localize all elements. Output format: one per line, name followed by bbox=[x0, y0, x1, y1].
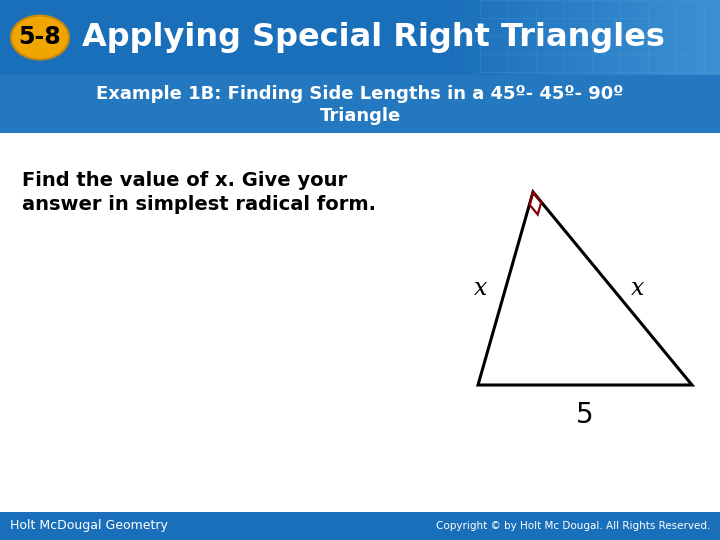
Bar bbox=[580, 0, 587, 75]
Bar bbox=[657, 0, 664, 75]
Bar bbox=[587, 0, 594, 75]
Bar bbox=[468, 0, 475, 75]
Bar bbox=[671, 0, 678, 75]
Text: answer in simplest radical form.: answer in simplest radical form. bbox=[22, 195, 376, 214]
Bar bbox=[496, 0, 503, 75]
Bar bbox=[615, 0, 622, 75]
Bar bbox=[685, 0, 692, 75]
Bar bbox=[545, 0, 552, 75]
Bar bbox=[552, 0, 559, 75]
Text: 5: 5 bbox=[576, 401, 594, 429]
Text: Find the value of x. Give your: Find the value of x. Give your bbox=[22, 172, 347, 191]
Bar bbox=[489, 0, 496, 75]
Bar bbox=[0, 75, 720, 133]
Bar bbox=[664, 0, 671, 75]
Bar bbox=[454, 0, 461, 75]
Bar bbox=[0, 0, 720, 75]
Bar bbox=[447, 0, 454, 75]
Bar bbox=[678, 0, 685, 75]
Bar bbox=[0, 133, 720, 512]
Bar bbox=[566, 0, 573, 75]
Bar bbox=[0, 512, 720, 540]
Text: x: x bbox=[474, 277, 487, 300]
Bar bbox=[650, 0, 657, 75]
Text: Copyright © by Holt Mc Dougal. All Rights Reserved.: Copyright © by Holt Mc Dougal. All Right… bbox=[436, 521, 710, 531]
Ellipse shape bbox=[11, 16, 69, 59]
Text: Applying Special Right Triangles: Applying Special Right Triangles bbox=[82, 22, 665, 53]
Bar bbox=[482, 0, 489, 75]
Bar bbox=[475, 0, 482, 75]
Text: x: x bbox=[631, 277, 644, 300]
Bar bbox=[699, 0, 706, 75]
Bar bbox=[510, 0, 517, 75]
Bar bbox=[517, 0, 524, 75]
Bar bbox=[629, 0, 636, 75]
Bar bbox=[608, 0, 615, 75]
Bar bbox=[692, 0, 699, 75]
Text: Example 1B: Finding Side Lengths in a 45º- 45º- 90º: Example 1B: Finding Side Lengths in a 45… bbox=[96, 85, 624, 103]
Text: Triangle: Triangle bbox=[320, 107, 400, 125]
Bar bbox=[622, 0, 629, 75]
Bar bbox=[503, 0, 510, 75]
Bar bbox=[706, 0, 713, 75]
Bar bbox=[531, 0, 538, 75]
Bar bbox=[538, 0, 545, 75]
Bar bbox=[636, 0, 643, 75]
Bar bbox=[643, 0, 650, 75]
Bar bbox=[573, 0, 580, 75]
Bar bbox=[713, 0, 720, 75]
Text: Holt McDougal Geometry: Holt McDougal Geometry bbox=[10, 519, 168, 532]
Bar bbox=[559, 0, 566, 75]
Bar bbox=[461, 0, 468, 75]
Text: 5-8: 5-8 bbox=[19, 25, 61, 50]
Bar bbox=[594, 0, 601, 75]
Bar bbox=[440, 0, 447, 75]
Bar bbox=[524, 0, 531, 75]
Bar bbox=[601, 0, 608, 75]
